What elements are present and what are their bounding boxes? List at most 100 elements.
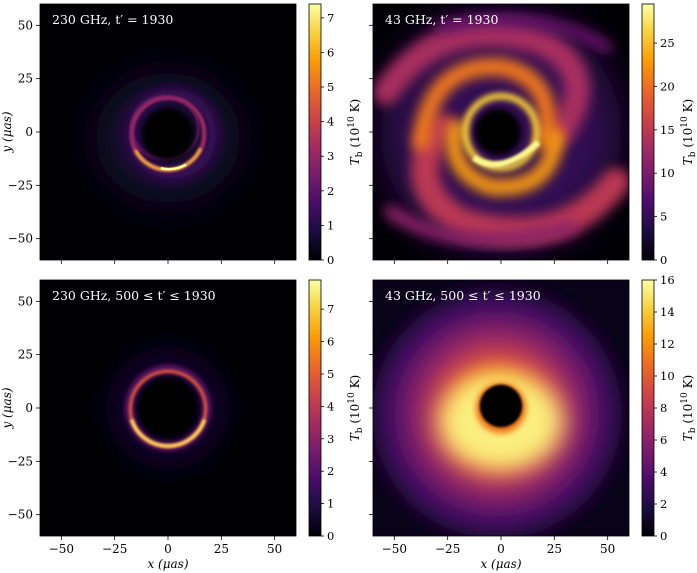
x-ticks <box>393 260 609 264</box>
colorbar-tick-label: 4 <box>327 399 334 413</box>
x-tick-label: −50 <box>382 542 407 556</box>
colorbar-tick-label: 5 <box>660 210 667 224</box>
colorbar-tick-label: 10 <box>660 369 675 383</box>
y-tick-label: 0 <box>25 401 33 415</box>
y-tick-label: 0 <box>25 125 33 139</box>
y-axis-label: y (μas) <box>0 387 14 429</box>
colorbar-tick-label: 16 <box>660 273 675 287</box>
shadow <box>141 107 195 161</box>
colorbar-tick-label: 12 <box>660 337 675 351</box>
colorbar: 0 1 2 3 4 5 6 7 Tb (1010 K) <box>308 3 365 267</box>
colorbar-tick-label: 0 <box>327 253 334 267</box>
colorbar-tick-label: 4 <box>660 465 667 479</box>
y-tick-label: −50 <box>8 232 33 246</box>
colorbar: 0 2 4 6 8 10 12 14 16 Tb (1010 K) <box>641 273 697 543</box>
colorbar-tick-label: 2 <box>660 497 667 511</box>
y-tick-label: 25 <box>18 348 33 362</box>
colorbar-tick-label: 3 <box>327 432 334 446</box>
colorbar-tick-label: 1 <box>327 218 334 232</box>
colorbar-tick-label: 8 <box>660 401 667 415</box>
x-ticks: −50 −25 0 25 50 <box>49 536 282 556</box>
colorbar-tick-label: 6 <box>327 335 334 349</box>
hot-spot <box>160 163 187 171</box>
x-tick-label: 0 <box>497 542 505 556</box>
y-axis-label: y (μas) <box>0 111 14 153</box>
colorbar-label: Tb (1010 K) <box>347 99 365 165</box>
shadow <box>474 108 522 156</box>
x-tick-label: −50 <box>49 542 74 556</box>
colorbar-tick-label: 5 <box>327 80 334 94</box>
brightness-map <box>106 346 230 470</box>
inner-ring <box>461 92 541 172</box>
y-ticks <box>369 24 373 240</box>
colorbar: 0 5 10 15 20 25 Tb (1010 K) <box>641 3 697 267</box>
colorbar-tick-label: 6 <box>660 433 667 447</box>
panel-230ghz-snapshot: 230 GHz, t′ = 1930 50 25 0 −25 −50 y (μas) 0… <box>0 3 365 267</box>
spiral-arm <box>384 205 578 246</box>
x-ticks <box>60 260 276 264</box>
panel-43ghz-average: 43 GHz, 500 ≤ t′ ≤ 1930 −50 −25 0 25 50 x (μ… <box>369 273 697 571</box>
brightness-map <box>95 72 241 204</box>
colorbar-tick-label: 10 <box>660 166 675 180</box>
y-tick-label: 25 <box>18 72 33 86</box>
colorbar-label: Tb (1010 K) <box>680 375 697 441</box>
colorbar-tick-label: 3 <box>327 149 334 163</box>
x-ticks: −50 −25 0 25 50 <box>382 536 615 556</box>
colorbar-tick-label: 15 <box>660 123 675 137</box>
bright-arc <box>129 418 207 448</box>
panel-title: 43 GHz, t′ = 1930 <box>385 12 498 27</box>
colorbar-tick-label: 5 <box>327 367 334 381</box>
colorbar-tick-label: 25 <box>660 36 675 50</box>
y-tick-label: 50 <box>18 294 33 308</box>
spiral-arm <box>446 119 564 196</box>
colorbar-label: Tb (1010 K) <box>680 99 697 165</box>
colorbar-tick-label: 0 <box>327 529 334 543</box>
x-axis-label: x (μas) <box>147 557 188 571</box>
y-ticks <box>369 300 373 516</box>
panel-title: 230 GHz, t′ = 1930 <box>52 12 173 27</box>
x-tick-label: 25 <box>214 542 229 556</box>
colorbar-tick-label: 0 <box>660 253 667 267</box>
panel-43ghz-snapshot: 43 GHz, t′ = 1930 0 5 10 15 20 25 Tb (1010 K) <box>369 3 697 267</box>
hot-spot <box>471 140 541 168</box>
colorbar-label: Tb (1010 K) <box>347 375 365 441</box>
x-tick-label: −25 <box>435 542 460 556</box>
colorbar-tick-label: 4 <box>327 115 334 129</box>
colorbar-tick-label: 1 <box>327 497 334 511</box>
colorbar-tick-label: 14 <box>660 305 675 319</box>
colorbar: 0 1 2 3 4 5 6 7 Tb (1010 K) <box>308 279 365 543</box>
y-ticks: 50 25 0 −25 −50 <box>8 294 40 522</box>
x-tick-label: 50 <box>600 542 615 556</box>
y-tick-label: −50 <box>8 508 33 522</box>
colorbar-gradient <box>641 3 655 261</box>
x-tick-label: 0 <box>164 542 172 556</box>
colorbar-gradient <box>308 279 322 537</box>
x-tick-label: 25 <box>547 542 562 556</box>
colorbar-tick-label: 2 <box>327 464 334 478</box>
colorbar-tick-label: 7 <box>327 302 334 316</box>
panel-230ghz-average: 230 GHz, 500 ≤ t′ ≤ 1930 −50 −25 0 25 50 502… <box>0 279 365 571</box>
x-axis-label: x (μas) <box>480 557 521 571</box>
y-ticks: 50 25 0 −25 −50 <box>8 18 40 246</box>
panel-title: 230 GHz, 500 ≤ t′ ≤ 1930 <box>52 288 216 303</box>
x-tick-label: 50 <box>267 542 282 556</box>
colorbar-gradient <box>308 3 322 261</box>
shadow <box>479 384 523 428</box>
colorbar-tick-label: 20 <box>660 79 675 93</box>
brightness-map <box>373 280 629 536</box>
spiral-arm <box>411 113 629 245</box>
colorbar-tick-label: 0 <box>660 529 667 543</box>
spiral-arm <box>412 57 557 151</box>
y-tick-label: −25 <box>8 178 33 192</box>
spiral-arm <box>435 14 612 53</box>
x-tick-label: −25 <box>102 542 127 556</box>
spiral-arm <box>373 20 590 145</box>
brightness-map <box>373 12 629 252</box>
colorbar-gradient <box>641 279 655 537</box>
shadow <box>138 378 198 438</box>
y-tick-label: 50 <box>18 18 33 32</box>
panel-title: 43 GHz, 500 ≤ t′ ≤ 1930 <box>385 288 541 303</box>
colorbar-tick-label: 7 <box>327 11 334 25</box>
colorbar-tick-label: 6 <box>327 45 334 59</box>
